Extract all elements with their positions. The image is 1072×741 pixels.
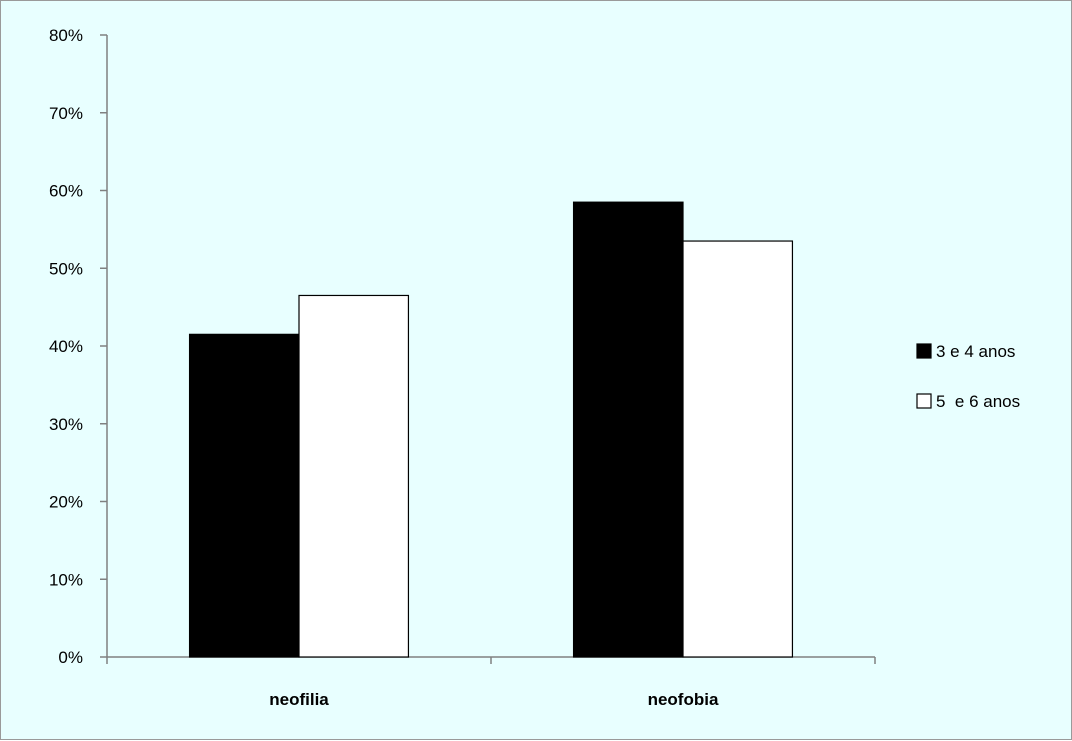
legend-label: 5 e 6 anos [936, 392, 1020, 411]
legend-swatch [916, 393, 932, 409]
bar-neofilia-series-2 [298, 294, 410, 658]
x-category-label: neofobia [648, 690, 719, 709]
y-tick-label: 50% [49, 259, 83, 278]
bar-neofobia-series-2 [682, 240, 794, 658]
x-axis-labels: neofilia neofobia [269, 690, 719, 709]
y-tick-label: 80% [49, 26, 83, 45]
y-tick-label: 30% [49, 415, 83, 434]
y-axis-ticks: 0% 10% 20% 30% 40% 50% 60% 70% 80% [49, 26, 107, 667]
legend-swatch [916, 343, 932, 359]
y-tick-label: 70% [49, 104, 83, 123]
y-tick-label: 40% [49, 337, 83, 356]
y-tick-label: 60% [49, 182, 83, 201]
bar-neofobia-series-1 [572, 201, 684, 658]
bar-neofilia-series-1 [188, 333, 300, 658]
legend: 3 e 4 anos 5 e 6 anos [916, 342, 1020, 411]
bars [188, 201, 794, 658]
y-tick-label: 0% [58, 648, 83, 667]
x-axis-ticks [106, 657, 876, 664]
y-tick-label: 20% [49, 493, 83, 512]
x-category-label: neofilia [269, 690, 329, 709]
legend-label: 3 e 4 anos [936, 342, 1015, 361]
y-tick-label: 10% [49, 570, 83, 589]
